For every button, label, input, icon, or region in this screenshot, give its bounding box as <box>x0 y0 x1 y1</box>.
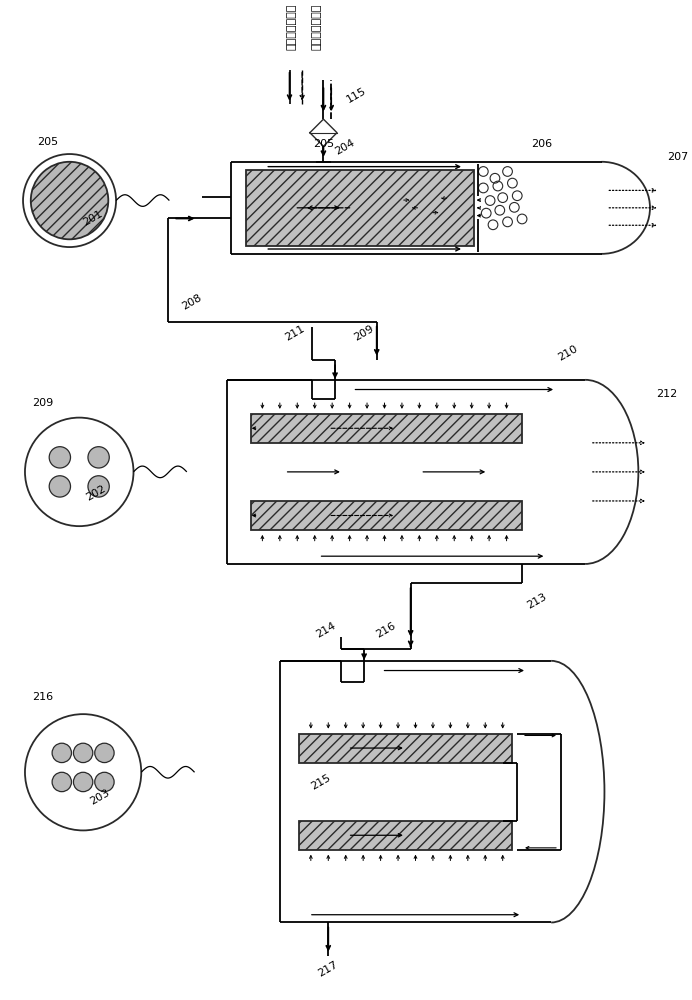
Circle shape <box>49 476 71 497</box>
Text: 203: 203 <box>88 788 111 807</box>
Text: 209: 209 <box>352 324 376 343</box>
Text: 217: 217 <box>316 959 340 979</box>
Circle shape <box>52 772 71 792</box>
Bar <box>246 170 473 246</box>
Text: 202: 202 <box>84 484 107 503</box>
Circle shape <box>52 743 71 763</box>
Text: 液状萃质的流动: 液状萃质的流动 <box>312 4 322 50</box>
Text: 210: 210 <box>556 343 579 362</box>
Circle shape <box>49 447 71 468</box>
Text: 205: 205 <box>37 137 58 147</box>
Text: 208: 208 <box>180 293 203 312</box>
Circle shape <box>30 162 109 239</box>
Text: 201: 201 <box>81 208 104 228</box>
Text: 212: 212 <box>656 389 677 399</box>
Circle shape <box>95 772 114 792</box>
Circle shape <box>73 743 93 763</box>
Text: 215: 215 <box>309 772 332 792</box>
Text: 206: 206 <box>531 139 552 149</box>
Text: 216: 216 <box>374 620 397 639</box>
Circle shape <box>88 447 109 468</box>
Text: 216: 216 <box>32 692 53 702</box>
Text: 204: 204 <box>333 138 356 157</box>
Bar <box>299 734 512 763</box>
Text: 209: 209 <box>32 398 53 408</box>
Bar <box>251 414 522 443</box>
Text: 207: 207 <box>668 152 689 162</box>
Text: 115: 115 <box>345 85 368 105</box>
Circle shape <box>73 772 93 792</box>
Text: 205: 205 <box>313 139 334 149</box>
Text: 214: 214 <box>313 620 337 639</box>
Text: 二氧化碳的流动: 二氧化碳的流动 <box>286 4 297 50</box>
Text: 213: 213 <box>525 591 548 610</box>
Bar <box>299 821 512 850</box>
Bar <box>251 501 522 530</box>
Circle shape <box>88 476 109 497</box>
Text: 211: 211 <box>283 324 306 343</box>
Circle shape <box>95 743 114 763</box>
